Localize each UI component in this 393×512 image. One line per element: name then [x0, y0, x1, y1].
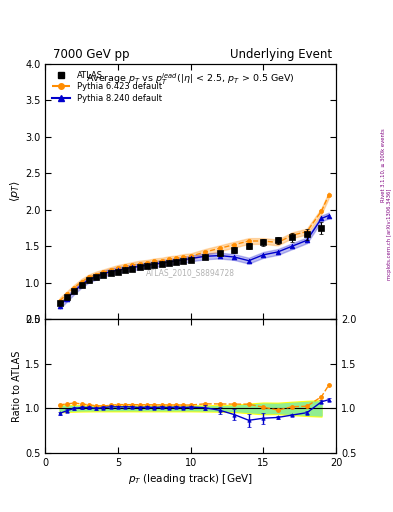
Text: Rivet 3.1.10, ≥ 300k events: Rivet 3.1.10, ≥ 300k events — [381, 128, 386, 202]
Text: Underlying Event: Underlying Event — [230, 49, 332, 61]
Legend: ATLAS, Pythia 6.423 default, Pythia 8.240 default: ATLAS, Pythia 6.423 default, Pythia 8.24… — [50, 68, 165, 105]
Text: Average $p_T$ vs $p_T^{lead}$(|$\eta$| < 2.5, $p_T$ > 0.5 GeV): Average $p_T$ vs $p_T^{lead}$(|$\eta$| <… — [86, 72, 295, 87]
Y-axis label: $\langle p_T \rangle$: $\langle p_T \rangle$ — [8, 181, 22, 202]
Text: 7000 GeV pp: 7000 GeV pp — [53, 49, 130, 61]
Y-axis label: Ratio to ATLAS: Ratio to ATLAS — [12, 350, 22, 422]
Text: ATLAS_2010_S8894728: ATLAS_2010_S8894728 — [146, 269, 235, 278]
X-axis label: $p_T$ (leading track) [GeV]: $p_T$ (leading track) [GeV] — [128, 472, 253, 486]
Text: mcplots.cern.ch [arXiv:1306.3436]: mcplots.cern.ch [arXiv:1306.3436] — [387, 188, 391, 280]
